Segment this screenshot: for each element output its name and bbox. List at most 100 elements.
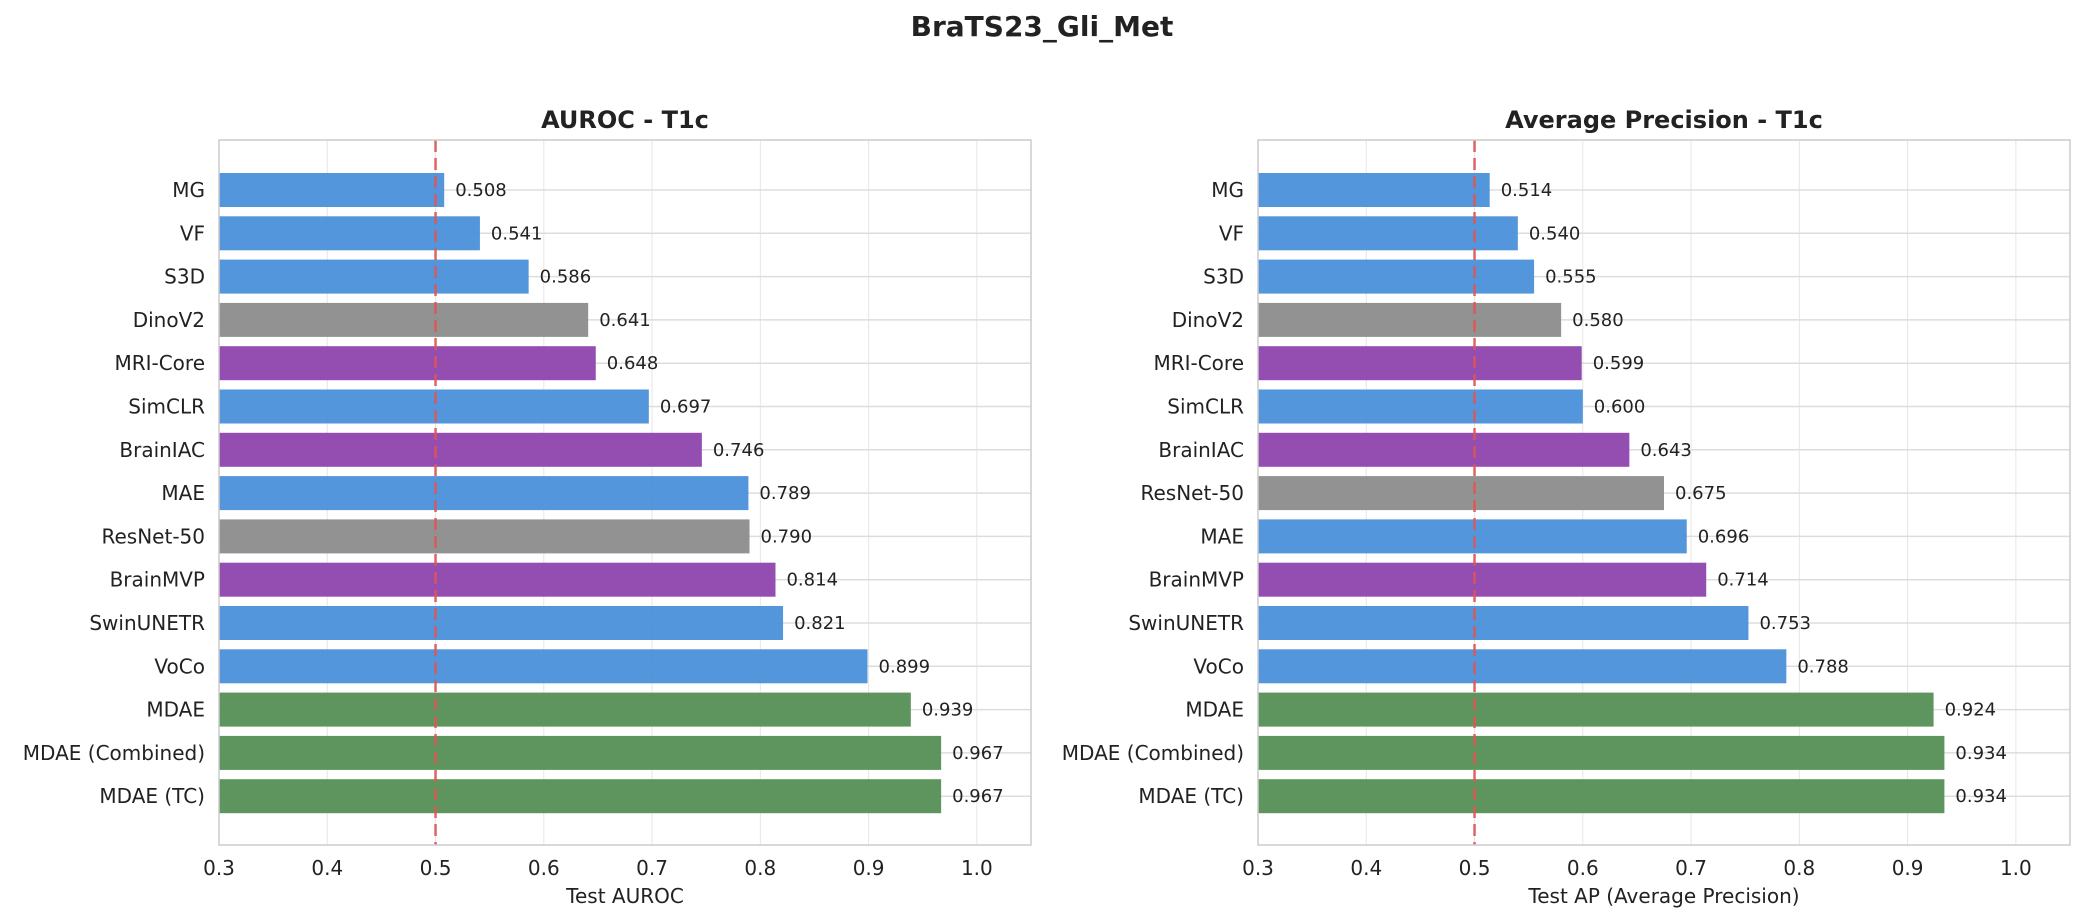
value-label: 0.714 <box>1717 570 1769 591</box>
x-axis-label: Test AP (Average Precision) <box>1527 884 1799 908</box>
bar <box>219 606 784 640</box>
value-label: 0.789 <box>759 483 811 504</box>
value-label: 0.746 <box>713 440 765 461</box>
x-tick-label: 0.3 <box>1242 856 1274 880</box>
x-tick-label: 0.8 <box>744 856 776 880</box>
bar <box>219 562 776 597</box>
value-label: 0.514 <box>1501 180 1553 201</box>
x-tick-label: 0.9 <box>853 856 885 880</box>
category-label: ResNet-50 <box>102 524 206 548</box>
category-label: MDAE (Combined) <box>1062 741 1244 765</box>
value-label: 0.541 <box>491 223 543 244</box>
category-label: S3D <box>1203 265 1244 289</box>
value-label: 0.753 <box>1759 613 1811 634</box>
x-tick-label: 0.7 <box>636 856 668 880</box>
x-tick-label: 1.0 <box>961 856 993 880</box>
category-label: VF <box>1219 221 1244 245</box>
bar <box>1258 606 1749 640</box>
chart-title: AUROC - T1c <box>541 106 709 134</box>
category-label: MDAE <box>146 698 205 722</box>
axes-frame <box>1257 139 2071 846</box>
category-label: SwinUNETR <box>1128 611 1244 635</box>
category-label: SimCLR <box>128 395 205 419</box>
value-label: 0.586 <box>540 267 592 288</box>
x-tick-label: 0.9 <box>1892 856 1924 880</box>
category-label: VF <box>180 221 205 245</box>
x-tick-label: 0.3 <box>203 856 235 880</box>
category-label: MDAE (Combined) <box>23 741 205 765</box>
value-label: 0.967 <box>952 743 1004 764</box>
x-tick-label: 0.6 <box>528 856 560 880</box>
value-label: 0.924 <box>1945 700 1997 721</box>
bar <box>1258 302 1562 337</box>
bar <box>219 692 911 727</box>
category-label: VoCo <box>154 654 205 678</box>
value-label: 0.643 <box>1640 440 1692 461</box>
category-label: ResNet-50 <box>1141 481 1245 505</box>
bar <box>219 779 942 814</box>
bar <box>219 389 649 424</box>
category-label: BrainIAC <box>119 438 205 462</box>
bar <box>1258 779 1945 814</box>
value-label: 0.697 <box>660 397 712 418</box>
category-label: MAE <box>161 481 205 505</box>
bar <box>219 476 749 511</box>
bar <box>1258 432 1630 467</box>
x-tick-label: 0.7 <box>1675 856 1707 880</box>
value-label: 0.899 <box>879 656 931 677</box>
value-label: 0.814 <box>786 570 838 591</box>
axes-frame <box>218 139 1032 846</box>
category-label: MRI-Core <box>1153 351 1244 375</box>
bar <box>1258 346 1582 381</box>
category-label: MDAE (TC) <box>1138 784 1244 808</box>
value-label: 0.599 <box>1593 353 1645 374</box>
category-label: BrainMVP <box>110 568 205 592</box>
bar <box>1258 735 1945 770</box>
value-label: 0.967 <box>952 786 1004 807</box>
bar <box>1258 519 1687 554</box>
bar <box>219 216 480 251</box>
value-label: 0.788 <box>1797 656 1849 677</box>
x-tick-label: 0.4 <box>311 856 343 880</box>
category-label: SimCLR <box>1167 395 1244 419</box>
value-label: 0.934 <box>1955 743 2007 764</box>
bar <box>1258 649 1787 684</box>
bar <box>1258 562 1707 597</box>
category-label: SwinUNETR <box>89 611 205 635</box>
category-label: S3D <box>164 265 205 289</box>
value-label: 0.934 <box>1955 786 2007 807</box>
bar <box>219 519 750 554</box>
value-label: 0.790 <box>761 526 813 547</box>
figure-title: BraTS23_Gli_Met <box>911 10 1174 43</box>
bar <box>1258 389 1583 424</box>
bar <box>1258 216 1518 251</box>
x-tick-label: 0.8 <box>1783 856 1815 880</box>
x-tick-label: 0.5 <box>420 856 452 880</box>
x-axis-label: Test AUROC <box>565 884 684 908</box>
bar <box>219 432 702 467</box>
value-label: 0.600 <box>1594 397 1646 418</box>
average-precision-chart-panel: MG 0.514 VF 0.540 S3D 0.555 DinoV2 0.580 MRI-Cor… <box>1062 106 2071 908</box>
category-label: DinoV2 <box>1172 308 1244 332</box>
auroc-chart-panel: MG 0.508 VF 0.541 S3D 0.586 DinoV2 0.641 MRI-Cor… <box>23 106 1032 908</box>
category-label: VoCo <box>1193 654 1244 678</box>
category-label: MG <box>172 178 205 202</box>
value-label: 0.648 <box>607 353 659 374</box>
value-label: 0.555 <box>1545 267 1597 288</box>
value-label: 0.939 <box>922 700 974 721</box>
category-label: DinoV2 <box>133 308 205 332</box>
x-tick-label: 0.4 <box>1350 856 1382 880</box>
x-tick-label: 1.0 <box>2000 856 2032 880</box>
category-label: MDAE <box>1185 698 1244 722</box>
x-tick-label: 0.6 <box>1567 856 1599 880</box>
value-label: 0.580 <box>1572 310 1624 331</box>
x-tick-label: 0.5 <box>1459 856 1491 880</box>
bar <box>1258 259 1535 294</box>
value-label: 0.675 <box>1675 483 1727 504</box>
bar <box>1258 476 1664 511</box>
bar <box>219 173 445 207</box>
bar <box>219 302 589 337</box>
value-label: 0.641 <box>599 310 651 331</box>
category-label: MG <box>1211 178 1244 202</box>
